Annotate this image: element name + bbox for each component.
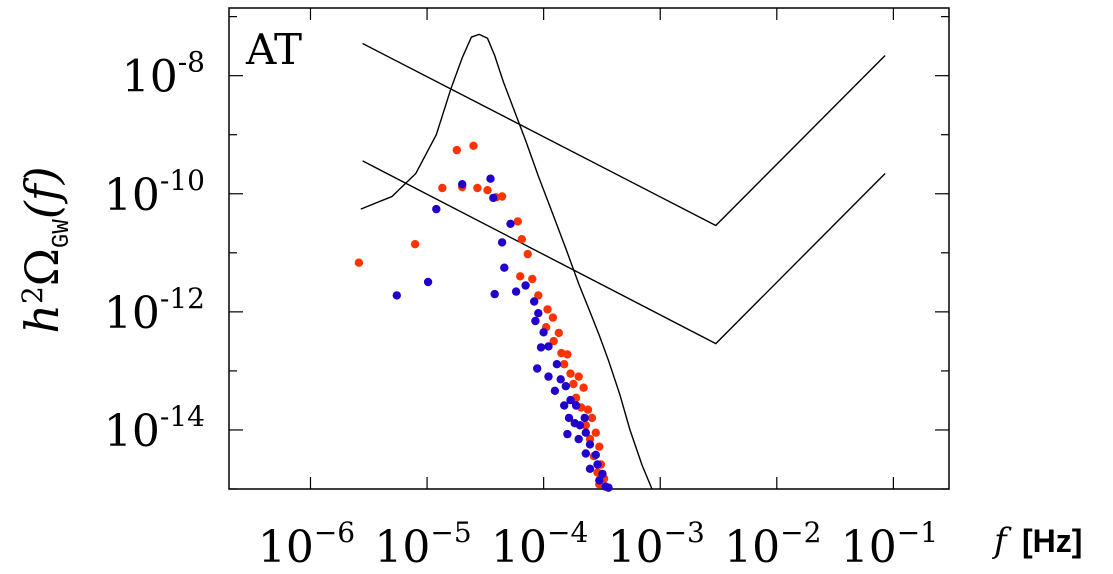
data-point [579, 383, 588, 392]
data-point [523, 249, 532, 259]
y-tick-label: 10-14 [104, 400, 205, 457]
data-point [566, 395, 575, 405]
data-point [563, 429, 572, 439]
data-point [438, 183, 447, 193]
data-point [516, 272, 525, 281]
data-point [574, 434, 583, 444]
data-point [483, 186, 492, 195]
data-point [392, 291, 401, 300]
data-point [511, 287, 521, 296]
data-point [548, 313, 558, 322]
x-tick-labels: 10−6 10−5 10−4 10−3 10−2 10−1 [258, 516, 938, 573]
curve-line [360, 33, 653, 490]
data-point [506, 219, 515, 228]
data-point [521, 281, 530, 290]
data-point [561, 382, 570, 391]
data-point [552, 360, 562, 369]
data-point [574, 372, 583, 381]
data-point [531, 316, 540, 326]
data-point [497, 192, 507, 201]
data-point [544, 372, 553, 381]
data-point [591, 428, 600, 437]
data-point [528, 274, 537, 284]
data-point [517, 235, 526, 244]
data-point [534, 309, 543, 318]
data-point [581, 428, 590, 437]
data-point [595, 442, 604, 451]
data-point [571, 401, 581, 410]
x-tick-label: 10−1 [841, 516, 938, 573]
panel-label: AT [245, 25, 302, 74]
x-tick-label: 10−3 [608, 516, 705, 573]
data-point [593, 460, 602, 469]
data-point [569, 379, 578, 389]
x-axis-label: f [991, 521, 1012, 561]
plot-frame [228, 7, 950, 490]
data-point [580, 413, 589, 423]
x-tick-label: 10−5 [374, 516, 471, 573]
data-point [554, 328, 563, 338]
y-axis-label: h2ΩGW(f) [15, 166, 76, 333]
data-point [534, 291, 543, 300]
data-point [473, 183, 482, 193]
data-point [490, 289, 499, 299]
minor-ticks [229, 8, 949, 490]
points [354, 141, 613, 492]
data-point [598, 469, 607, 479]
data-point [536, 343, 546, 352]
x-tick-label: 10−4 [491, 516, 588, 573]
data-point [583, 405, 593, 414]
data-point [458, 180, 467, 189]
data-point [581, 449, 590, 458]
curve-line [362, 160, 886, 345]
data-point [544, 342, 553, 351]
data-point [530, 297, 539, 306]
data-point [581, 421, 590, 430]
data-point [560, 360, 569, 369]
data-point [556, 375, 565, 384]
data-point [549, 336, 558, 346]
y-tick-label: 10-8 [122, 46, 205, 103]
data-point [489, 193, 498, 203]
data-point [432, 204, 441, 214]
y-tick-label: 10-12 [104, 282, 205, 339]
data-point [513, 217, 522, 226]
curve-line [362, 42, 886, 227]
data-point [560, 401, 569, 410]
data-point [533, 364, 542, 373]
data-point [500, 263, 509, 272]
data-point [587, 413, 597, 423]
data-point [566, 369, 575, 378]
data-point [354, 258, 364, 267]
data-point [563, 350, 572, 359]
data-point [452, 145, 461, 155]
data-point [539, 328, 548, 337]
data-point [410, 240, 420, 249]
data-point [595, 476, 604, 485]
data-point [497, 238, 507, 247]
x-axis-unit: [Hz] [1022, 523, 1082, 559]
plot-area [228, 7, 950, 492]
data-point [575, 421, 585, 430]
data-point [564, 413, 574, 423]
data-point [591, 450, 600, 459]
x-tick-label: 10−6 [258, 516, 355, 573]
data-point [469, 141, 478, 150]
data-point [585, 464, 595, 473]
data-point [604, 483, 613, 492]
data-point [543, 305, 552, 314]
data-point [550, 386, 560, 395]
y-tick-labels: 10-8 10-10 10-12 10-14 [104, 46, 205, 457]
data-point [423, 277, 433, 287]
y-tick-label: 10-10 [104, 164, 205, 221]
curves [360, 33, 886, 490]
data-point [585, 440, 595, 449]
data-point [486, 174, 495, 183]
x-tick-label: 10−2 [724, 516, 821, 573]
